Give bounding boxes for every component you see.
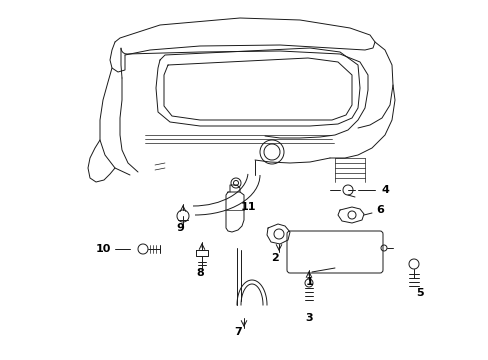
Text: 8: 8: [196, 268, 203, 278]
Text: 1: 1: [305, 277, 313, 287]
Text: 9: 9: [176, 223, 183, 233]
Text: 11: 11: [240, 202, 255, 212]
FancyBboxPatch shape: [286, 231, 382, 273]
Text: 10: 10: [95, 244, 110, 254]
Text: 5: 5: [415, 288, 423, 298]
Text: 4: 4: [380, 185, 388, 195]
Text: 7: 7: [234, 327, 242, 337]
Text: 2: 2: [270, 253, 278, 263]
Text: 3: 3: [305, 313, 312, 323]
Text: 6: 6: [375, 205, 383, 215]
